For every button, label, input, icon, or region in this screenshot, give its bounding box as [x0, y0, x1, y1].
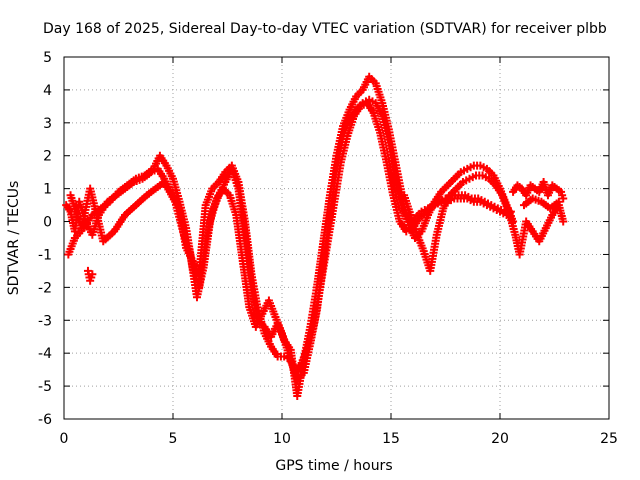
x-axis-label: GPS time / hours [275, 458, 392, 474]
y-axis-label: SDTVAR / TECUs [6, 181, 22, 296]
data-point [559, 217, 568, 226]
data-point [88, 270, 97, 279]
x-tick-label: 10 [273, 431, 291, 447]
x-tick-label: 20 [491, 431, 509, 447]
y-tick-label: 1 [43, 182, 52, 198]
y-tick-label: 5 [43, 50, 52, 66]
x-tick-label: 5 [169, 431, 178, 447]
chart-title: Day 168 of 2025, Sidereal Day-to-day VTE… [43, 21, 607, 37]
y-tick-label: -4 [38, 346, 52, 362]
y-tick-label: -1 [38, 247, 52, 263]
axis-ticks: 0 5 10 15 20 25 -6 -5 -4 -3 -2 -1 0 1 2 3 4 5 [38, 50, 618, 447]
plot-frame [63, 56, 610, 420]
data-point [559, 194, 568, 203]
x-tick-label: 25 [600, 431, 618, 447]
y-tick-label: -6 [38, 412, 52, 428]
grid [64, 57, 609, 419]
x-tick-label: 15 [382, 431, 400, 447]
y-tick-label: -2 [38, 280, 52, 296]
y-tick-label: -5 [38, 379, 52, 395]
y-tick-label: -3 [38, 313, 52, 329]
x-tick-label: 0 [60, 431, 69, 447]
y-tick-label: 0 [43, 215, 52, 231]
data-point [554, 197, 563, 206]
y-tick-label: 2 [43, 149, 52, 165]
data-points [62, 72, 568, 400]
y-tick-label: 3 [43, 116, 52, 132]
y-tick-label: 4 [43, 83, 52, 99]
